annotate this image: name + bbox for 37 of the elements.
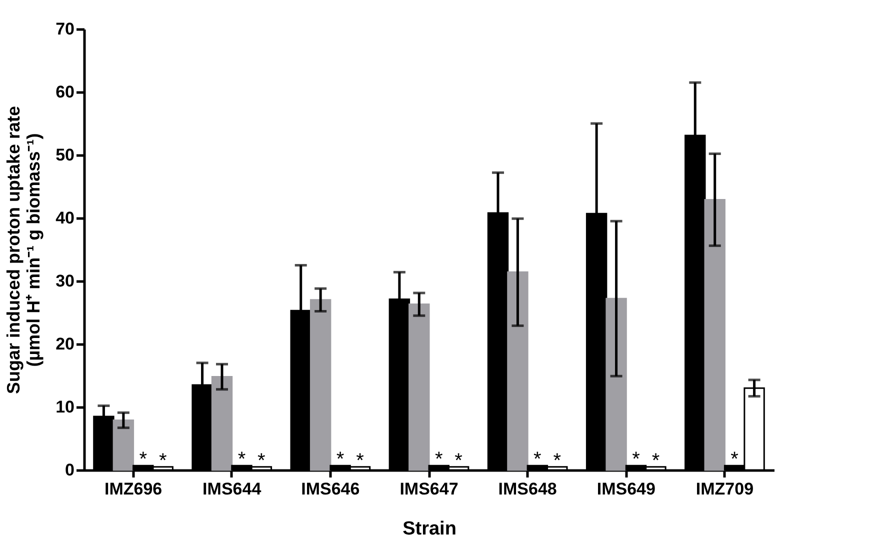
bar xyxy=(704,198,726,471)
bar xyxy=(112,419,134,471)
y-tick-label: 30 xyxy=(56,272,74,290)
x-tick-label: IMS644 xyxy=(202,480,262,498)
bar xyxy=(507,271,528,471)
annotation: * xyxy=(730,448,739,471)
annotation: * xyxy=(258,450,266,472)
annotation: * xyxy=(139,448,148,471)
bar xyxy=(408,304,430,471)
bar xyxy=(606,298,627,471)
x-tick-label: IMS649 xyxy=(596,480,656,498)
x-tick-label: IMS647 xyxy=(400,480,458,498)
y-tick-label: 0 xyxy=(65,460,74,480)
x-axis-title: Strain xyxy=(402,518,456,540)
annotation: * xyxy=(454,450,463,472)
x-tick-label: IMS648 xyxy=(498,480,557,498)
y-tick-label: 50 xyxy=(56,146,74,164)
annotation: * xyxy=(356,450,364,472)
y-tick-label: 60 xyxy=(56,82,74,102)
annotation: * xyxy=(336,448,344,471)
annotation: * xyxy=(158,450,167,472)
y-axis-title: Sugar induced proton uptake rate (µmol H⁺ min⁻¹ g biomass⁻¹) xyxy=(4,106,44,394)
annotation: * xyxy=(238,448,246,471)
x-tick-label: IMS646 xyxy=(301,480,360,498)
y-tick-label: 70 xyxy=(56,20,74,38)
bar xyxy=(310,299,332,471)
y-tick-label: 20 xyxy=(56,334,74,354)
y-tick-label: 40 xyxy=(56,208,74,228)
annotation: * xyxy=(434,448,443,471)
x-tick-label: IMZ696 xyxy=(104,480,162,498)
annotation: * xyxy=(632,448,640,471)
annotation: * xyxy=(553,450,562,472)
bar xyxy=(211,376,233,471)
x-tick-label: IMZ709 xyxy=(696,480,754,498)
y-tick-label: 10 xyxy=(56,398,74,416)
annotation: * xyxy=(652,450,660,472)
annotation: * xyxy=(534,448,542,471)
